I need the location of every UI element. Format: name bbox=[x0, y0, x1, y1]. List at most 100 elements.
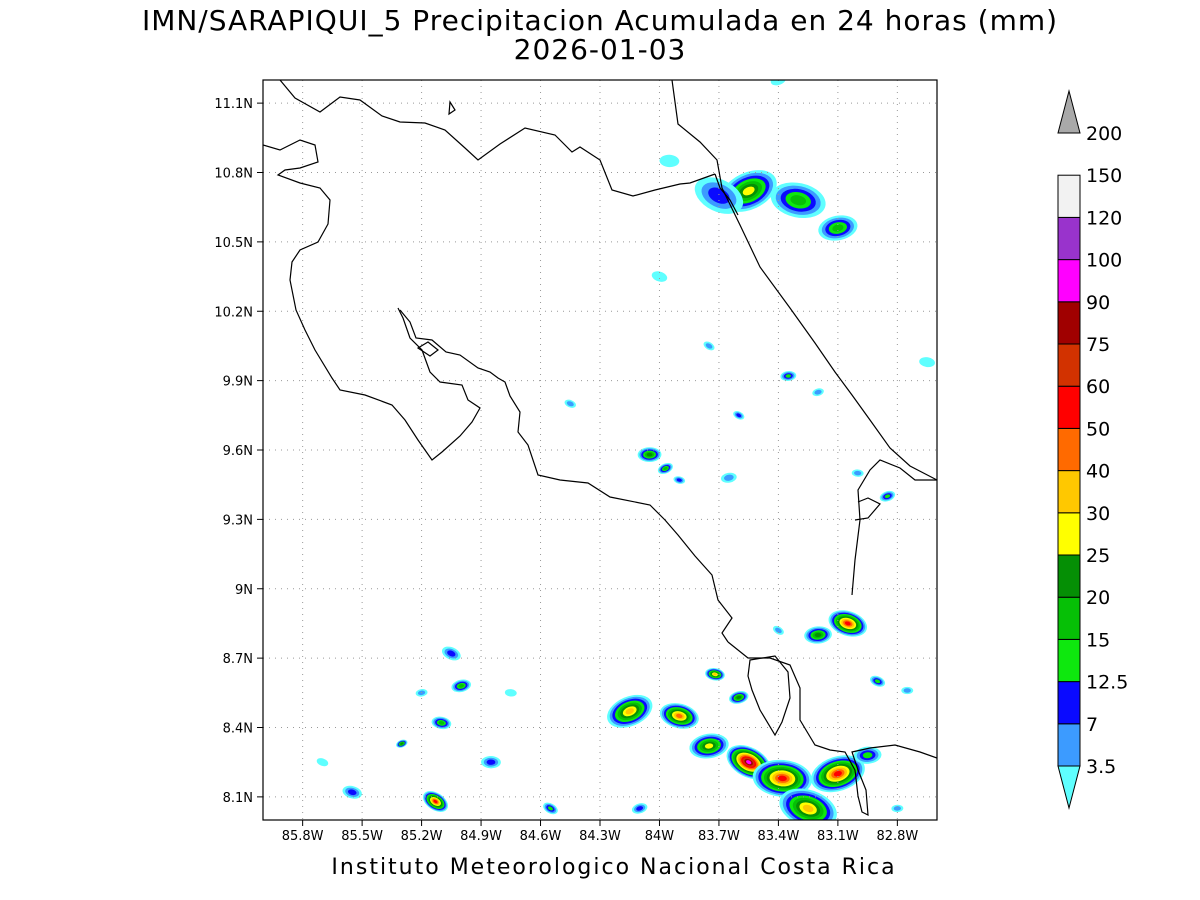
colorbar-label: 15 bbox=[1086, 629, 1110, 651]
precip-cell bbox=[818, 215, 858, 241]
precip-contour bbox=[775, 627, 782, 634]
colorbar-label: 100 bbox=[1086, 250, 1122, 272]
colorbar-swatch bbox=[1057, 216, 1081, 261]
precip-contour bbox=[884, 494, 891, 499]
precipitation-layer bbox=[316, 80, 935, 820]
precip-contour bbox=[802, 804, 814, 813]
precip-cell bbox=[919, 357, 935, 368]
colorbar-label: 90 bbox=[1086, 292, 1110, 314]
precip-contour bbox=[777, 775, 787, 782]
precip-contour bbox=[676, 478, 682, 482]
precip-contour bbox=[438, 721, 445, 725]
precip-contour bbox=[814, 632, 822, 638]
lon-tick-label: 83.7W bbox=[698, 829, 740, 844]
colorbar-label: 200 bbox=[1086, 123, 1122, 145]
precip-contour bbox=[814, 389, 822, 395]
island-nicaragua-lake bbox=[448, 100, 456, 116]
precip-contour bbox=[919, 357, 935, 368]
precip-contour bbox=[447, 650, 456, 657]
precip-cell bbox=[657, 462, 673, 475]
pacific-coast-north bbox=[263, 139, 481, 461]
precip-contour bbox=[862, 752, 873, 759]
colorbar-swatch bbox=[1057, 638, 1081, 683]
precip-cell bbox=[705, 668, 725, 681]
osa-peninsula bbox=[727, 641, 937, 817]
precip-cell bbox=[879, 490, 896, 502]
precip-cell bbox=[853, 746, 882, 764]
precip-cell bbox=[812, 388, 824, 397]
lon-tick-label: 83.1W bbox=[817, 829, 859, 844]
precip-cell bbox=[828, 610, 868, 637]
precip-cell bbox=[851, 469, 864, 477]
latitude-labels: 11.1N 10.8N 10.5N 10.2N 9.9N 9.6N 9.3N 9N 8.7N 8.… bbox=[214, 97, 263, 806]
colorbar-label: 30 bbox=[1086, 503, 1110, 525]
colorbar-label: 3.5 bbox=[1086, 756, 1116, 778]
colorbar-swatch bbox=[1057, 681, 1081, 725]
precip-cell bbox=[869, 675, 886, 687]
precip-cell bbox=[316, 758, 329, 767]
precip-cell bbox=[703, 341, 715, 351]
colorbar-label: 25 bbox=[1086, 545, 1110, 567]
precip-contour bbox=[651, 271, 668, 282]
lat-tick-label: 8.4N bbox=[223, 722, 253, 737]
lat-tick-label: 9.6N bbox=[223, 444, 253, 459]
precip-contour bbox=[713, 673, 717, 676]
precip-cell bbox=[720, 472, 737, 483]
precip-contour bbox=[903, 688, 911, 693]
precip-contour bbox=[676, 713, 683, 719]
precip-contour bbox=[433, 799, 438, 804]
colorbar-swatch bbox=[1057, 174, 1081, 218]
lon-tick-label: 84W bbox=[645, 829, 675, 844]
precip-cell bbox=[810, 755, 865, 793]
precip-cell bbox=[733, 411, 745, 420]
precip-cell bbox=[607, 694, 653, 728]
lat-tick-label: 9.3N bbox=[223, 513, 253, 528]
precip-cell bbox=[441, 646, 461, 661]
precip-contour bbox=[504, 689, 517, 697]
map-gridlines bbox=[263, 80, 937, 820]
lon-tick-label: 85.8W bbox=[282, 829, 324, 844]
lon-tick-label: 84.9W bbox=[460, 829, 502, 844]
lat-tick-label: 10.2N bbox=[214, 305, 253, 320]
precip-cell bbox=[451, 679, 471, 693]
lat-tick-label: 8.1N bbox=[223, 791, 253, 806]
caribbean-coast bbox=[671, 80, 937, 481]
precip-contour bbox=[704, 743, 714, 749]
precip-contour bbox=[347, 789, 357, 796]
precip-cell bbox=[804, 626, 832, 644]
precip-contour bbox=[874, 679, 881, 684]
coastlines bbox=[263, 80, 937, 817]
lon-tick-label: 85.5W bbox=[341, 829, 383, 844]
colorbar-swatch bbox=[1057, 427, 1081, 472]
precip-contour bbox=[625, 708, 634, 715]
precip-cell bbox=[891, 804, 904, 813]
precip-cell bbox=[694, 177, 744, 214]
precip-contour bbox=[833, 770, 842, 777]
colorbar-swatch bbox=[1057, 596, 1081, 640]
map-date: 2026-01-03 bbox=[513, 33, 687, 66]
precip-cell bbox=[651, 271, 668, 282]
precip-contour bbox=[636, 806, 644, 811]
precip-contour bbox=[458, 684, 465, 688]
colorbar-swatch bbox=[1057, 343, 1081, 387]
precip-cell bbox=[422, 791, 449, 812]
gulf-of-nicoya bbox=[399, 309, 733, 643]
precip-contour bbox=[832, 224, 844, 232]
colorbar-label: 20 bbox=[1086, 587, 1110, 609]
lat-tick-label: 11.1N bbox=[214, 97, 253, 112]
colorbar-upper-triangle bbox=[1057, 89, 1081, 134]
panama-border bbox=[851, 459, 937, 596]
precip-cell bbox=[729, 691, 749, 704]
precip-contour bbox=[547, 806, 553, 811]
precip-contour bbox=[486, 759, 496, 765]
precip-contour bbox=[893, 806, 902, 811]
precip-cell bbox=[342, 785, 362, 799]
precip-contour bbox=[790, 195, 807, 206]
precip-contour bbox=[566, 401, 574, 407]
burica bbox=[854, 497, 881, 521]
precip-contour bbox=[659, 154, 680, 168]
precip-contour bbox=[746, 760, 752, 765]
colorbar-label: 150 bbox=[1086, 165, 1122, 187]
longitude-labels: 85.8W 85.5W 85.2W 84.9W 84.6W 84.3W 84W 83.7W 83… bbox=[282, 820, 918, 844]
lat-tick-label: 8.7N bbox=[223, 652, 253, 667]
